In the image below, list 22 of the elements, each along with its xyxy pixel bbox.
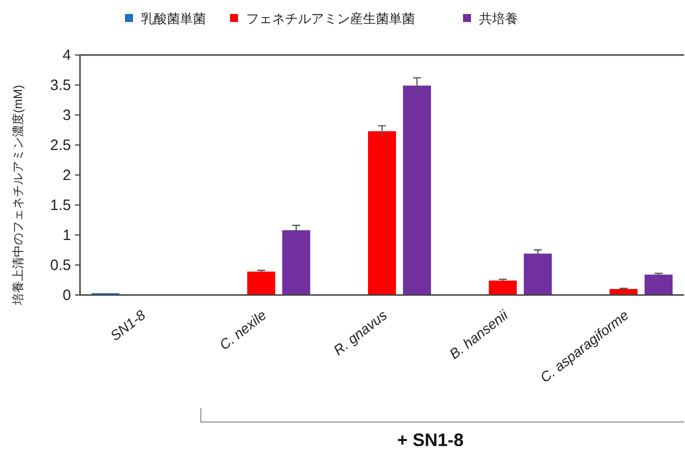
bar bbox=[368, 131, 396, 295]
legend-label: フェネチルアミン産生菌単菌 bbox=[246, 11, 415, 26]
bar bbox=[282, 230, 310, 295]
bar bbox=[610, 289, 638, 295]
bar bbox=[524, 254, 552, 295]
bar bbox=[644, 274, 673, 295]
y-axis-title: 培養上清中のフェネチルアミン濃度(mM) bbox=[11, 85, 25, 306]
y-tick-label: 2 bbox=[62, 167, 71, 184]
y-tick-label: 3.5 bbox=[50, 77, 71, 94]
y-tick-label: 1.5 bbox=[50, 197, 71, 214]
legend-label: 乳酸菌単菌 bbox=[141, 11, 206, 26]
y-tick-label: 3 bbox=[62, 107, 71, 124]
bar bbox=[403, 86, 431, 295]
y-tick-label: 0.5 bbox=[50, 257, 71, 274]
y-tick-label: 1 bbox=[62, 227, 71, 244]
y-tick-label: 0 bbox=[62, 287, 71, 304]
legend-label: 共培養 bbox=[479, 11, 518, 26]
text: + SN1-8 bbox=[397, 430, 464, 450]
y-tick-label: 2.5 bbox=[50, 137, 71, 154]
y-tick-label: 4 bbox=[62, 47, 71, 64]
bar bbox=[488, 280, 517, 295]
bar bbox=[247, 272, 276, 295]
